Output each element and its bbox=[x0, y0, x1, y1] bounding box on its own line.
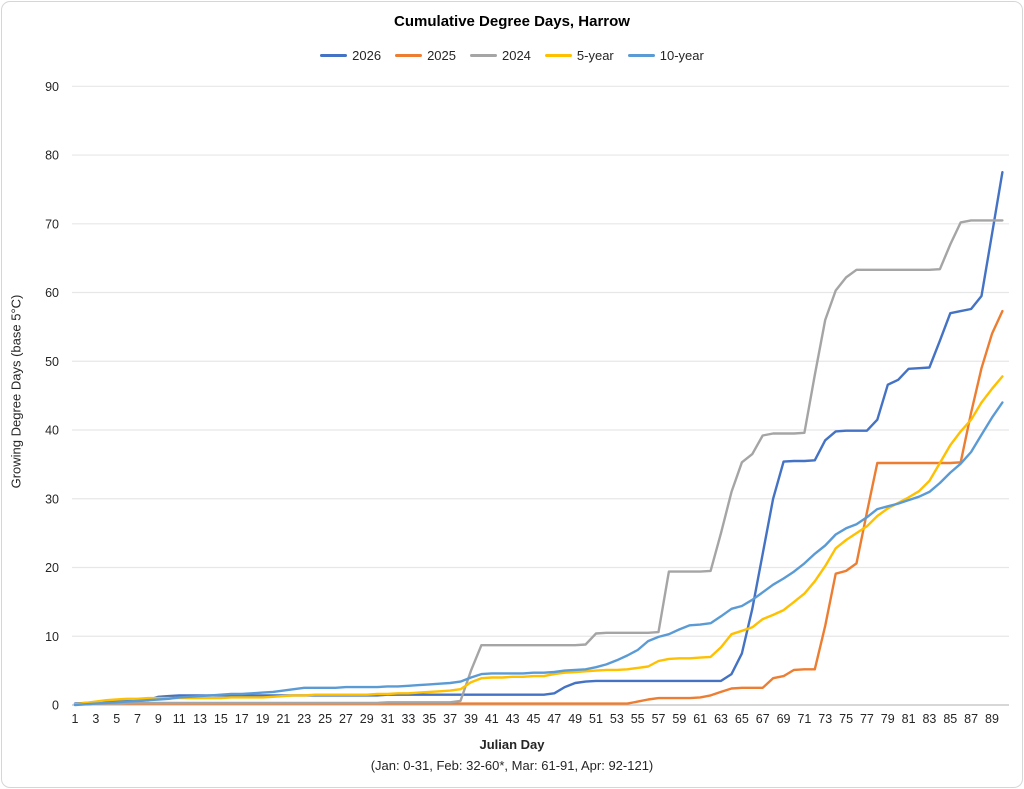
legend-label-2026: 2026 bbox=[352, 48, 382, 63]
x-tick-label-29: 29 bbox=[360, 712, 374, 726]
x-tick-label-17: 17 bbox=[235, 712, 249, 726]
x-tick-label-67: 67 bbox=[756, 712, 770, 726]
x-tick-label-43: 43 bbox=[506, 712, 520, 726]
x-tick-label-77: 77 bbox=[860, 712, 874, 726]
y-tick-label-90: 90 bbox=[45, 80, 59, 94]
y-axis-title: Growing Degree Days (base 5°C) bbox=[8, 294, 24, 489]
x-tick-label-81: 81 bbox=[902, 712, 916, 726]
legend-swatch-5-year bbox=[544, 54, 572, 57]
x-tick-label-25: 25 bbox=[318, 712, 332, 726]
y-tick-label-50: 50 bbox=[45, 355, 59, 369]
x-tick-label-55: 55 bbox=[631, 712, 645, 726]
x-tick-label-79: 79 bbox=[881, 712, 895, 726]
x-tick-label-1: 1 bbox=[72, 712, 79, 726]
x-axis-title: Julian Day bbox=[479, 737, 545, 752]
legend-label-5-year: 5-year bbox=[576, 48, 614, 63]
x-tick-label-7: 7 bbox=[134, 712, 141, 726]
series-line-2024 bbox=[73, 219, 1004, 706]
x-tick-label-9: 9 bbox=[155, 712, 162, 726]
x-tick-label-35: 35 bbox=[422, 712, 436, 726]
x-tick-label-33: 33 bbox=[401, 712, 415, 726]
legend-swatch-10-year bbox=[627, 54, 655, 57]
x-tick-label-13: 13 bbox=[193, 712, 207, 726]
x-tick-label-61: 61 bbox=[693, 712, 707, 726]
x-tick-label-41: 41 bbox=[485, 712, 499, 726]
x-tick-label-31: 31 bbox=[381, 712, 395, 726]
y-tick-label-30: 30 bbox=[45, 492, 59, 506]
legend-item-2026: 2026 bbox=[320, 48, 381, 63]
x-tick-label-85: 85 bbox=[943, 712, 957, 726]
x-tick-label-73: 73 bbox=[818, 712, 832, 726]
y-tick-label-70: 70 bbox=[45, 217, 59, 231]
x-tick-label-5: 5 bbox=[113, 712, 120, 726]
x-tick-label-45: 45 bbox=[527, 712, 541, 726]
x-axis-subtitle: (Jan: 0-31, Feb: 32-60*, Mar: 61-91, Apr… bbox=[370, 758, 654, 773]
y-tick-label-0: 0 bbox=[52, 699, 59, 713]
legend-swatch-2025 bbox=[395, 54, 423, 57]
series-line-10-year bbox=[73, 401, 1004, 707]
legend-swatch-2024 bbox=[469, 54, 497, 57]
y-tick-label-40: 40 bbox=[45, 424, 59, 438]
legend-label-2024: 2024 bbox=[501, 48, 531, 63]
legend-item-2025: 2025 bbox=[395, 48, 456, 63]
x-tick-label-87: 87 bbox=[964, 712, 978, 726]
x-tick-label-83: 83 bbox=[922, 712, 936, 726]
x-tick-label-71: 71 bbox=[797, 712, 811, 726]
x-tick-label-11: 11 bbox=[173, 712, 186, 726]
x-tick-label-21: 21 bbox=[276, 712, 290, 726]
series-line-2026 bbox=[73, 170, 1004, 705]
x-tick-label-51: 51 bbox=[589, 712, 603, 726]
legend-label-2025: 2025 bbox=[427, 48, 456, 63]
legend-swatch-2026 bbox=[320, 54, 348, 57]
y-tick-label-80: 80 bbox=[45, 149, 59, 163]
series-line-5-year bbox=[73, 375, 1004, 706]
legend-label-10-year: 10-year bbox=[659, 48, 704, 63]
y-tick-label-10: 10 bbox=[45, 630, 59, 644]
x-tick-label-47: 47 bbox=[547, 712, 561, 726]
x-tick-label-75: 75 bbox=[839, 712, 853, 726]
chart-title: Cumulative Degree Days, Harrow bbox=[394, 13, 630, 30]
x-tick-label-59: 59 bbox=[672, 712, 686, 726]
x-tick-label-3: 3 bbox=[92, 712, 99, 726]
x-tick-label-15: 15 bbox=[214, 712, 228, 726]
x-tick-label-63: 63 bbox=[714, 712, 728, 726]
x-tick-label-27: 27 bbox=[339, 712, 353, 726]
x-tick-label-19: 19 bbox=[256, 712, 270, 726]
y-tick-label-20: 20 bbox=[45, 561, 59, 575]
legend-item-2024: 2024 bbox=[469, 48, 531, 63]
x-tick-label-89: 89 bbox=[985, 712, 999, 726]
x-tick-label-65: 65 bbox=[735, 712, 749, 726]
x-tick-label-69: 69 bbox=[777, 712, 791, 726]
x-tick-label-37: 37 bbox=[443, 712, 457, 726]
x-tick-label-39: 39 bbox=[464, 712, 478, 726]
legend: 2026 2025 2024 5-year 10-year bbox=[2, 48, 1022, 63]
x-tick-label-23: 23 bbox=[297, 712, 311, 726]
legend-item-5-year: 5-year bbox=[544, 48, 614, 63]
x-tick-label-53: 53 bbox=[610, 712, 624, 726]
y-tick-label-60: 60 bbox=[45, 286, 59, 300]
legend-item-10-year: 10-year bbox=[627, 48, 704, 63]
x-tick-label-57: 57 bbox=[652, 712, 666, 726]
x-tick-label-49: 49 bbox=[568, 712, 582, 726]
